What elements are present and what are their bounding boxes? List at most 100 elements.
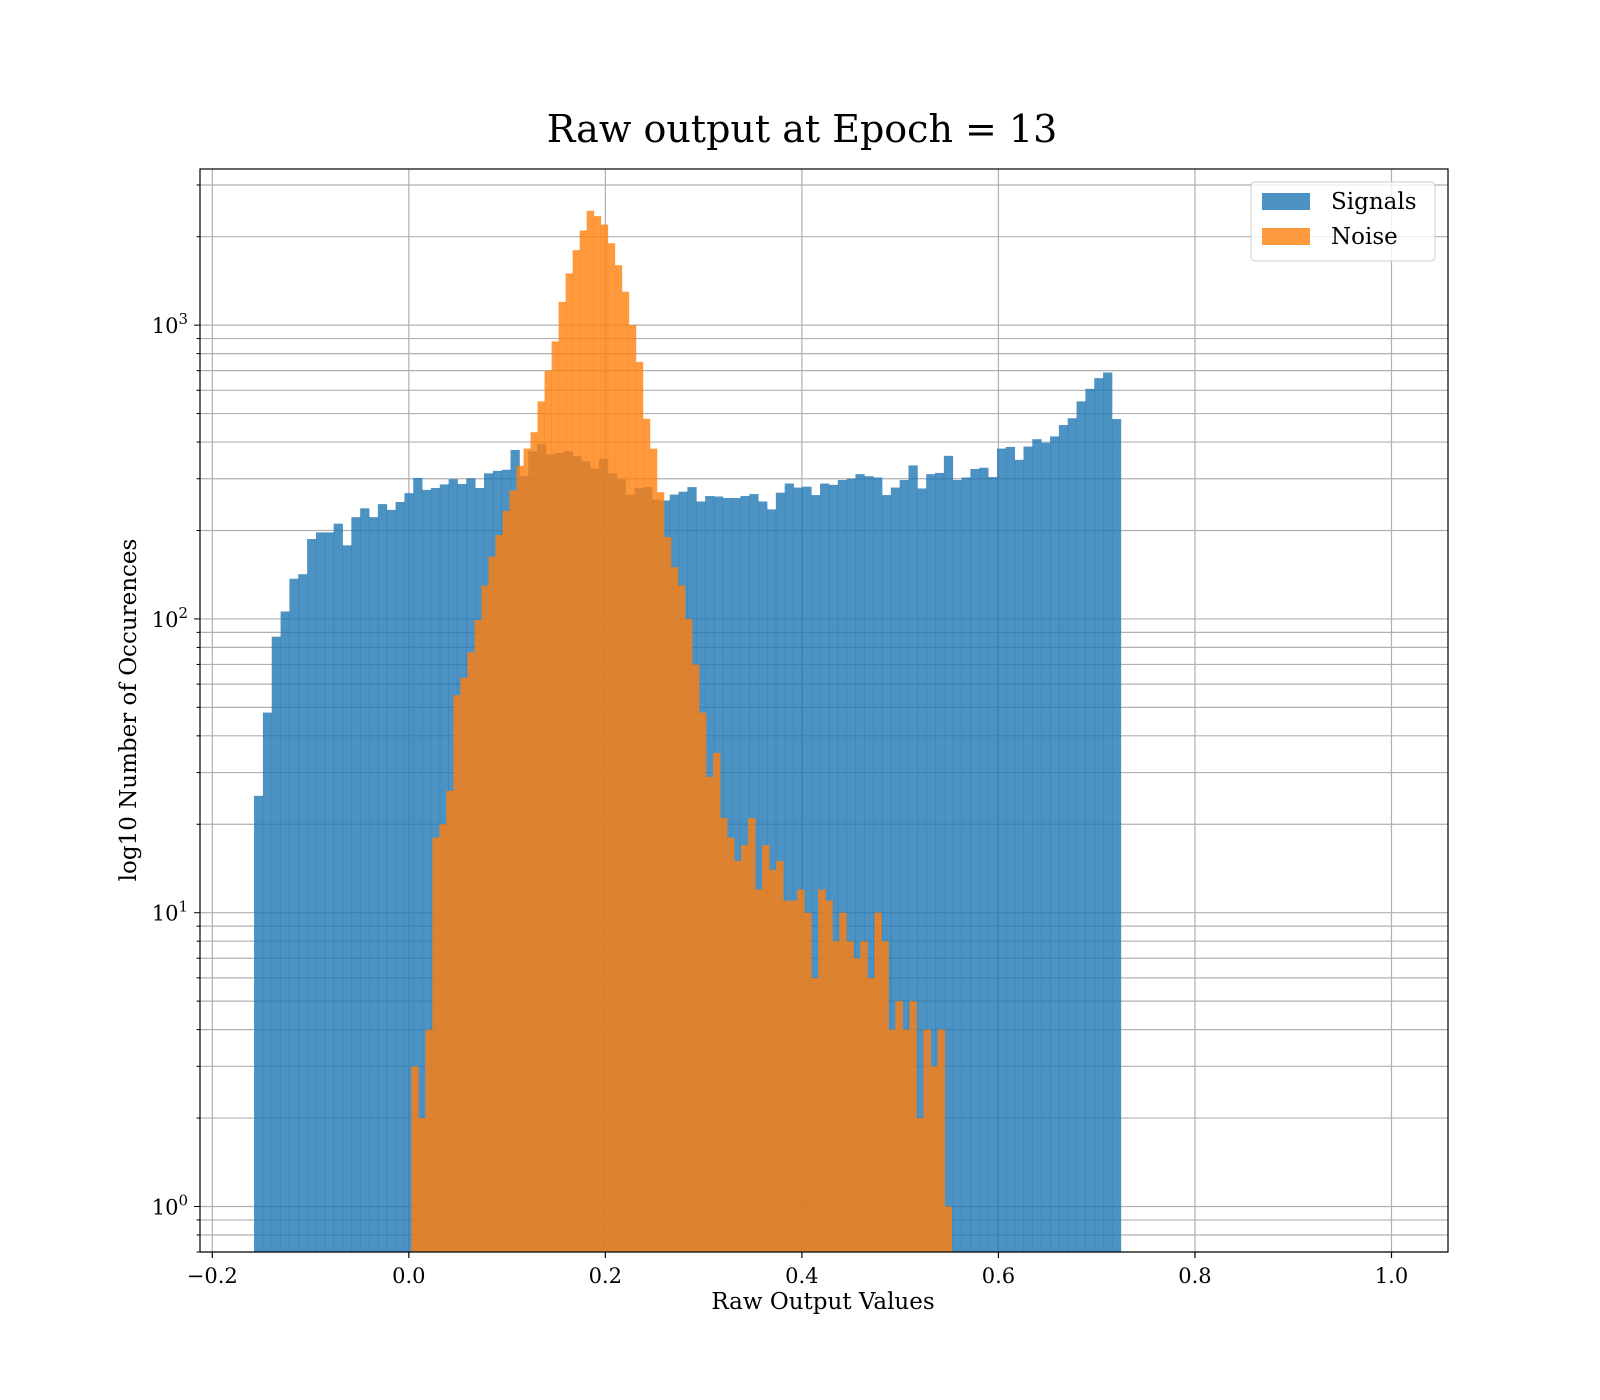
histogram-bar-signals	[996, 448, 1007, 1253]
histogram-bar-noise	[804, 912, 812, 1252]
histogram-bar-signals	[802, 486, 812, 1253]
histogram-bar-noise	[797, 889, 805, 1252]
histogram-bar-noise	[418, 1118, 426, 1252]
histogram-bar-signals	[1058, 425, 1069, 1252]
histogram-bar-noise	[698, 712, 707, 1252]
y-tick-label: 100	[152, 1191, 188, 1219]
chart-title: Raw output at Epoch = 13	[547, 107, 1058, 151]
histogram-bar-signals	[422, 489, 432, 1252]
histogram-bar-noise	[755, 889, 763, 1252]
histogram-bar-noise	[818, 889, 826, 1252]
histogram-bar-noise	[825, 900, 833, 1252]
histogram-bar-signals	[1041, 442, 1051, 1253]
histogram-bar-noise	[579, 230, 588, 1252]
histogram-bar-noise	[811, 977, 819, 1252]
histogram-bar-noise	[439, 824, 447, 1252]
histogram-bar-noise	[867, 977, 875, 1252]
histogram-bar-noise	[565, 273, 574, 1252]
histogram-bar-noise	[481, 585, 489, 1252]
histogram-bar-noise	[930, 1066, 938, 1252]
histogram-bar-signals	[926, 474, 936, 1253]
histogram-bar-noise	[586, 210, 595, 1253]
histogram-bar-noise	[670, 567, 679, 1252]
histogram-bar-noise	[453, 695, 461, 1252]
histogram-bar-signals	[899, 480, 909, 1253]
histogram-bar-signals	[342, 545, 352, 1252]
histogram-bar-noise	[663, 537, 672, 1252]
histogram-bar-signals	[360, 508, 370, 1252]
histogram-bar-noise	[734, 860, 742, 1252]
histogram-bar-noise	[776, 860, 784, 1252]
histogram-bar-noise	[881, 941, 889, 1252]
legend-label-noise: Noise	[1331, 224, 1398, 250]
histogram-bar-signals	[307, 539, 317, 1252]
histogram-bar-noise	[895, 1001, 903, 1252]
histogram-bar-signals	[828, 484, 839, 1252]
histogram-bar-signals	[864, 476, 874, 1252]
histogram-bar-noise	[762, 845, 770, 1252]
histogram-bar-signals	[280, 611, 290, 1252]
histogram-bar-signals	[377, 504, 388, 1252]
histogram-bar-noise	[684, 618, 693, 1252]
x-tick-label: 0.8	[1178, 1264, 1211, 1288]
x-tick-label: 0.2	[589, 1264, 622, 1288]
histogram-bar-noise	[460, 677, 468, 1252]
histogram-bar-noise	[544, 370, 553, 1252]
histogram-bar-noise	[530, 432, 538, 1252]
y-tick-label: 101	[152, 898, 188, 926]
histogram-bar-signals	[793, 487, 803, 1252]
histogram-bar-signals	[1103, 372, 1113, 1252]
histogram-bar-signals	[1050, 436, 1060, 1253]
histogram-bar-noise	[621, 291, 630, 1253]
histogram-bar-noise	[432, 837, 440, 1252]
x-axis: −0.2 0.0 0.2 0.4 0.6 0.8 1.0	[187, 1252, 1408, 1288]
histogram-bar-noise	[769, 869, 777, 1252]
histogram-bar-noise	[537, 401, 545, 1252]
histogram-bar-signals	[289, 578, 299, 1252]
histogram-bar-signals	[386, 509, 396, 1252]
histogram-bar-signals	[970, 468, 980, 1253]
x-tick-label: 0.6	[982, 1264, 1015, 1288]
histogram-bar-noise	[628, 325, 637, 1253]
histogram-bar-noise	[488, 556, 496, 1252]
legend-label-signals: Signals	[1331, 189, 1417, 215]
histogram-bar-noise	[614, 265, 623, 1252]
histogram-bar-signals	[820, 483, 830, 1253]
histogram-bar-noise	[425, 1029, 433, 1252]
histogram-bar-signals	[404, 493, 414, 1253]
histogram-bar-noise	[783, 900, 791, 1252]
histogram-bar-noise	[874, 912, 882, 1252]
histogram-bar-signals	[979, 467, 989, 1252]
histogram-bar-noise	[748, 818, 756, 1252]
histogram-bar-signals	[1023, 446, 1033, 1252]
histogram-bar-noise	[719, 818, 728, 1252]
histogram-bar-signals	[952, 480, 962, 1253]
histogram-bar-signals	[935, 472, 945, 1253]
noise-series	[411, 210, 952, 1253]
histogram-bar-signals	[837, 480, 848, 1253]
histogram-bar-signals	[271, 636, 281, 1252]
histogram-bar-signals	[784, 483, 794, 1253]
histogram-bar-signals	[1094, 378, 1104, 1252]
histogram-bar-signals	[1085, 388, 1095, 1252]
histogram-bar-signals	[254, 795, 264, 1252]
histogram-bar-signals	[873, 477, 883, 1252]
x-axis-label: Raw Output Values	[711, 1289, 934, 1315]
histogram-bar-signals	[324, 532, 335, 1252]
histogram-bar-signals	[846, 478, 856, 1252]
plot-frame	[199, 168, 1449, 1253]
histogram-bar-signals	[413, 477, 423, 1252]
histogram-bar-signals	[881, 495, 892, 1252]
histogram-bar-noise	[860, 941, 868, 1252]
histogram-bar-noise	[551, 341, 560, 1252]
histogram-bar-signals	[1111, 419, 1122, 1252]
histogram-bar-signals	[890, 487, 901, 1252]
histogram-bar-noise	[635, 361, 644, 1252]
histogram-bar-noise	[923, 1029, 931, 1252]
histogram-bar-noise	[741, 845, 749, 1252]
histogram-bar-noise	[600, 224, 609, 1252]
histogram-bar-signals	[351, 517, 361, 1252]
x-tick-label: 0.4	[785, 1264, 818, 1288]
histogram-bar-signals	[988, 477, 998, 1252]
histogram-bar-noise	[790, 900, 798, 1252]
